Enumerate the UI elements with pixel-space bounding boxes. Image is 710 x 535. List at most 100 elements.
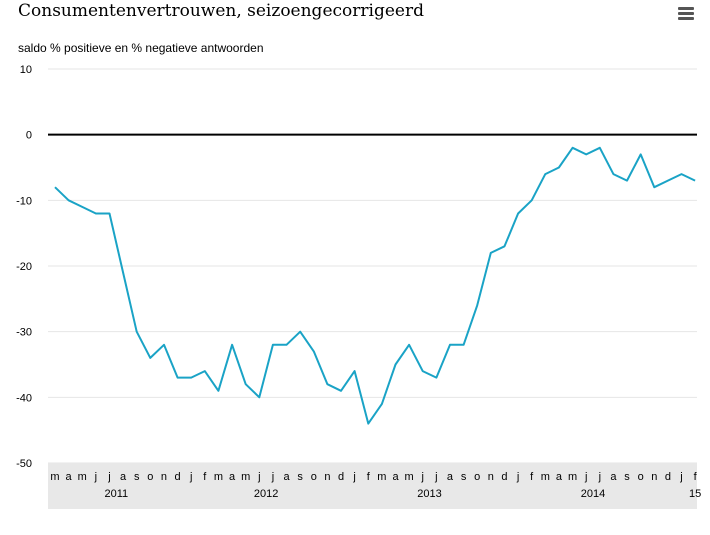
hamburger-menu-icon[interactable] [676,5,696,23]
data-point [108,212,110,214]
data-point [681,173,683,175]
chart-title: Consumentenvertrouwen, seizoengecorrigee… [18,1,424,21]
x-tick-label: m [241,471,250,483]
x-tick-label: j [434,471,437,483]
data-point [395,364,397,366]
x-tick-label: a [120,471,127,483]
x-tick-label: a [447,471,454,483]
data-point [544,173,546,175]
data-point [354,370,356,372]
x-tick-label: f [367,471,371,483]
data-point [177,377,179,379]
data-point [531,199,533,201]
x-year-label: 2014 [581,488,605,500]
x-tick-label: n [488,471,494,483]
x-year-label: 2011 [104,488,128,500]
x-tick-label: m [50,471,59,483]
x-tick-label: m [377,471,386,483]
chart-subtitle: saldo % positieve en % negatieve antwoor… [18,41,264,55]
x-tick-label: o [474,471,480,483]
data-point [190,377,192,379]
data-point [231,344,233,346]
x-tick-label: o [147,471,153,483]
data-point [694,180,696,182]
x-tick-label: d [665,471,671,483]
data-point [476,304,478,306]
x-tick-label: m [568,471,577,483]
y-tick-label: -40 [16,392,32,404]
x-tick-label: m [405,471,414,483]
data-point [558,167,560,169]
data-point [136,331,138,333]
x-axis-band [48,463,697,509]
y-tick-label: 10 [20,64,32,76]
data-point [326,383,328,385]
data-point [68,199,70,201]
y-tick-label: -10 [16,195,32,207]
series-layer [54,146,696,425]
series-line [54,146,696,425]
x-tick-label: a [392,471,399,483]
data-point [54,186,56,188]
x-tick-label: a [610,471,617,483]
x-tick-label: n [161,471,167,483]
data-point [340,390,342,392]
data-point [517,212,519,214]
data-point [258,396,260,398]
x-tick-label: j [679,471,682,483]
data-point [299,331,301,333]
x-tick-label: j [516,471,519,483]
data-point [313,350,315,352]
data-point [286,344,288,346]
data-point [217,390,219,392]
x-tick-label: j [271,471,274,483]
data-point [367,423,369,425]
data-point [149,357,151,359]
x-tick-label: f [530,471,534,483]
x-year-label: 15 [689,488,701,500]
x-tick-label: j [421,471,424,483]
data-point [245,383,247,385]
grid-layer: 10 0 -10 -20 -30 -40 -50 [16,64,697,470]
data-point [122,272,124,274]
data-point [612,173,614,175]
x-tick-label: f [694,471,698,483]
y-tick-label: 0 [26,130,32,142]
x-tick-label: n [651,471,657,483]
x-tick-label: d [501,471,507,483]
x-tick-label: o [311,471,317,483]
data-point [422,370,424,372]
y-tick-label: -50 [16,458,32,470]
x-tick-label: a [229,471,236,483]
data-point [272,344,274,346]
x-tick-label: d [175,471,181,483]
data-point [381,403,383,405]
x-tick-label: f [203,471,207,483]
x-tick-label: s [134,471,140,483]
x-tick-label: m [214,471,223,483]
data-point [204,370,206,372]
x-tick-label: j [94,471,97,483]
data-point [95,212,97,214]
x-tick-label: s [624,471,630,483]
x-tick-label: a [556,471,563,483]
x-tick-label: m [541,471,550,483]
data-point [585,153,587,155]
x-tick-label: s [297,471,303,483]
x-tick-label: n [324,471,330,483]
y-tick-label: -20 [16,261,32,273]
x-tick-label: d [338,471,344,483]
data-point [626,180,628,182]
x-year-label: 2013 [417,488,441,500]
x-tick-label: s [461,471,467,483]
x-tick-label: a [66,471,73,483]
data-point [449,344,451,346]
x-tick-label: o [638,471,644,483]
data-point [435,377,437,379]
x-year-label: 2012 [254,488,278,500]
x-tick-label: a [283,471,290,483]
data-point [667,180,669,182]
data-point [599,147,601,149]
